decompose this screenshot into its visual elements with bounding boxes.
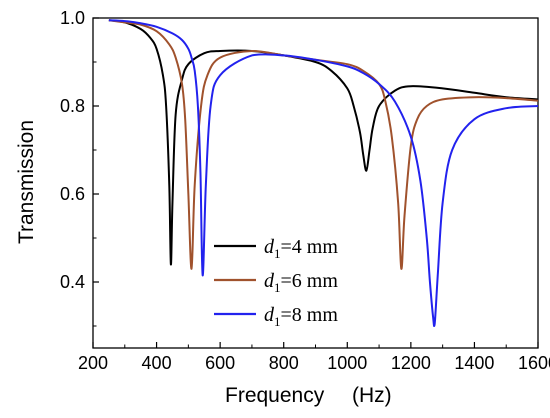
y-tick-label: 1.0 [60,8,85,28]
legend-label-2: d1=6 mm [264,270,338,295]
legend-value: =8 mm [281,304,339,326]
legend-value: =6 mm [281,270,339,292]
x-tick-label: 1200 [391,353,431,373]
y-axis-ticks: 0.4 0.6 0.8 1.0 [60,8,99,327]
x-tick-label: 200 [78,353,108,373]
x-tick-label: 1400 [454,353,494,373]
series-line-1 [108,19,539,266]
series-line-3 [108,19,539,327]
legend-var: d [264,236,275,258]
y-tick-label: 0.6 [60,184,85,204]
x-tick-label: 1000 [327,353,367,373]
y-axis-title: Transmission [15,120,38,244]
legend-var: d [264,270,275,292]
x-tick-label: 600 [205,353,235,373]
legend-subscript: 1 [274,314,281,329]
plot-frame [92,17,539,349]
legend-subscript: 1 [274,246,281,261]
legend-value: =4 mm [281,236,339,258]
x-axis-title: Frequency [225,384,325,407]
legend-label-1: d1=4 mm [264,236,338,261]
legend-subscript: 1 [274,280,281,295]
legend-var: d [264,304,275,326]
x-axis-unit: (Hz) [352,384,392,407]
series-layer [108,19,539,327]
legend-label-3: d1=8 mm [264,304,338,329]
x-tick-label: 400 [142,353,172,373]
y-tick-label: 0.4 [60,272,85,292]
y-tick-label: 0.8 [60,96,85,116]
x-tick-label: 800 [269,353,299,373]
